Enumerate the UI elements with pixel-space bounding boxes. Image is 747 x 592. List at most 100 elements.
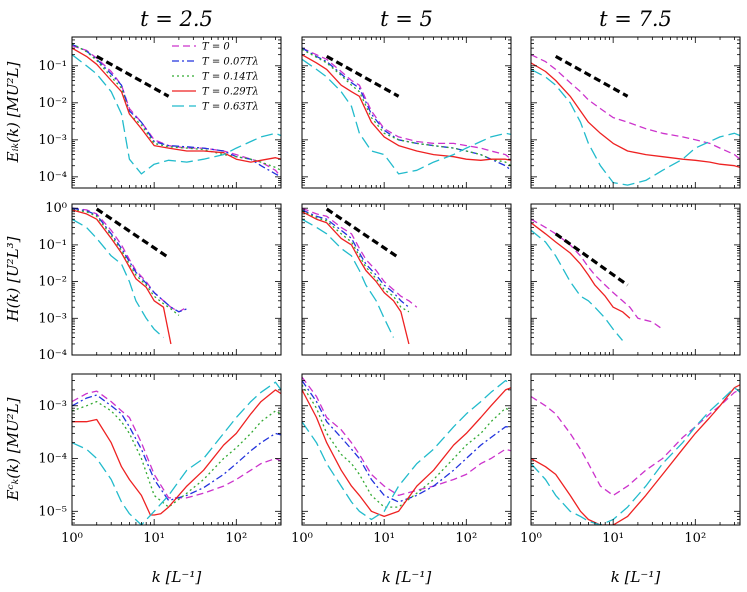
- panel-frame-r3c1: [71, 373, 282, 526]
- series-line-r3c2-2: [302, 380, 511, 503]
- reference-slope-r2c2: [325, 207, 400, 259]
- y-tick-label: 10⁻¹: [38, 59, 67, 74]
- legend: T = 0 T = 0.07Tλ T = 0.14Tλ T = 0.29Tλ T…: [172, 42, 259, 113]
- series-line-r1c3-3: [531, 68, 740, 186]
- series-line-r2c1-2: [72, 207, 188, 313]
- x-tick-label: 10²: [684, 531, 706, 546]
- y-tick-label: 10⁻³: [38, 133, 67, 148]
- panel-frame-r3c3: [530, 373, 741, 526]
- panel-helicity-3: [530, 203, 741, 356]
- y-tick-label: 10⁻³: [38, 311, 67, 326]
- panel-frame-r1c1: [71, 36, 282, 189]
- y-tick-label: 10⁻¹: [38, 238, 67, 253]
- series-line-r2c1-1: [72, 207, 188, 313]
- y-tick-label: 10⁻³: [38, 399, 67, 414]
- legend-label-2: T = 0.07Tλ: [202, 57, 259, 68]
- x-tick-label: 10²: [225, 531, 247, 546]
- legend-label-5: T = 0.63Tλ: [202, 102, 259, 113]
- reference-slope-r1c2: [325, 55, 400, 98]
- y-tick-label: 10⁻²: [38, 275, 67, 290]
- series-line-r1c2-1: [302, 47, 511, 160]
- series-line-r2c1-4: [72, 209, 172, 345]
- y-tick-label: 10⁻⁵: [38, 504, 67, 519]
- series-line-r1c1-2: [72, 43, 281, 178]
- series-line-r1c2-4: [302, 54, 511, 161]
- series-line-r2c2-3: [302, 210, 410, 313]
- reference-slope-r2c3: [554, 232, 629, 287]
- ylabel-row-2: H(k) [U²L³]: [4, 236, 22, 322]
- x-tick-label: 10¹: [143, 531, 165, 546]
- plot-area: [72, 207, 188, 345]
- panel-helicity-2: [301, 203, 512, 356]
- series-line-r2c2-4: [302, 211, 410, 345]
- series-line-r3c3-2: [531, 384, 740, 525]
- x-tick-label: 10⁰: [61, 531, 83, 546]
- panel-frame-r2c2: [301, 203, 512, 356]
- series-line-r3c2-4: [302, 387, 511, 518]
- x-tick-label: 10¹: [602, 531, 624, 546]
- y-tick-label: 10⁻⁴: [38, 170, 67, 185]
- series-line-r1c2-2: [302, 47, 511, 171]
- plot-area: [531, 384, 740, 525]
- xlabel-col-3: k [L⁻¹]: [611, 568, 661, 586]
- panel-incompressible-energy-2: [301, 36, 512, 189]
- legend-label-4: T = 0.29Tλ: [202, 87, 259, 98]
- series-line-r3c3-1: [531, 389, 740, 497]
- xlabel-col-2: k [L⁻¹]: [382, 568, 432, 586]
- panel-frame-r2c3: [530, 203, 741, 356]
- x-tick-label: 10¹: [373, 531, 395, 546]
- plot-area: [72, 381, 281, 525]
- series-line-r2c2-2: [302, 209, 410, 308]
- series-line-r2c2-5: [302, 218, 395, 338]
- y-tick-label: 10⁰: [45, 201, 67, 216]
- series-line-r1c3-2: [531, 62, 740, 169]
- plot-area: [72, 42, 281, 178]
- title-col-1: t = 2.5: [140, 7, 213, 31]
- legend-label-1: T = 0: [202, 42, 230, 53]
- series-line-r1c2-5: [302, 58, 511, 175]
- panel-compressible-energy-2: 10⁰ 10¹ 10²: [291, 373, 512, 546]
- series-line-r3c1-5: [72, 381, 281, 525]
- panel-frame-r1c3: [530, 36, 741, 189]
- panel-compressible-energy-1: 10⁰ 10¹ 10² 10⁻⁵ 10⁻⁴ 10⁻³: [38, 373, 282, 546]
- panel-frame-r2c1: [71, 203, 282, 356]
- series-line-r3c2-1: [302, 376, 511, 497]
- plot-area: [302, 376, 511, 521]
- x-tick-label: 10⁰: [291, 531, 313, 546]
- panel-helicity-1: 10⁻⁴ 10⁻³ 10⁻² 10⁻¹ 10⁰: [38, 201, 282, 363]
- title-col-2: t = 5: [380, 7, 433, 31]
- plot-area: [531, 54, 740, 186]
- series-line-r1c1-5: [72, 54, 281, 175]
- series-line-r1c1-4: [72, 47, 281, 163]
- ylabel-row-3: Eᶜₖ(k) [MU²L]: [4, 397, 22, 501]
- x-tick-label: 10²: [455, 531, 477, 546]
- series-line-r3c1-1: [72, 390, 281, 499]
- series-line-r1c2-3: [302, 48, 511, 167]
- title-col-3: t = 7.5: [599, 7, 672, 31]
- series-line-r2c1-5: [72, 218, 164, 338]
- plot-area: [302, 47, 511, 175]
- ylabel-row-1: Eᵢₖ(k) [MU²L]: [4, 62, 22, 164]
- y-tick-label: 10⁻⁴: [38, 452, 67, 467]
- series-line-r3c3-3: [531, 387, 740, 525]
- plot-area: [302, 207, 418, 345]
- series-line-r2c2-1: [302, 207, 418, 308]
- series-line-r3c2-3: [302, 384, 511, 508]
- reference-slope-r1c1: [95, 55, 170, 98]
- x-tick-label: 10⁰: [520, 531, 542, 546]
- plot-area: [531, 218, 663, 341]
- reference-slope-r2c1: [95, 207, 170, 259]
- series-line-r3c1-3: [72, 400, 281, 508]
- series-line-r2c3-1: [531, 218, 663, 330]
- legend-label-3: T = 0.14Tλ: [202, 72, 259, 83]
- reference-slope-r1c3: [554, 55, 629, 98]
- series-line-r3c1-4: [72, 389, 281, 516]
- series-line-r1c3-1: [531, 54, 740, 160]
- panel-incompressible-energy-1: 10⁻⁴ 10⁻³ 10⁻² 10⁻¹: [38, 36, 282, 189]
- panel-incompressible-energy-3: [530, 36, 741, 189]
- panel-compressible-energy-3: 10⁰ 10¹ 10²: [520, 373, 741, 546]
- y-tick-label: 10⁻²: [38, 96, 67, 111]
- series-line-r2c3-3: [531, 229, 623, 341]
- y-tick-label: 10⁻⁴: [38, 348, 67, 363]
